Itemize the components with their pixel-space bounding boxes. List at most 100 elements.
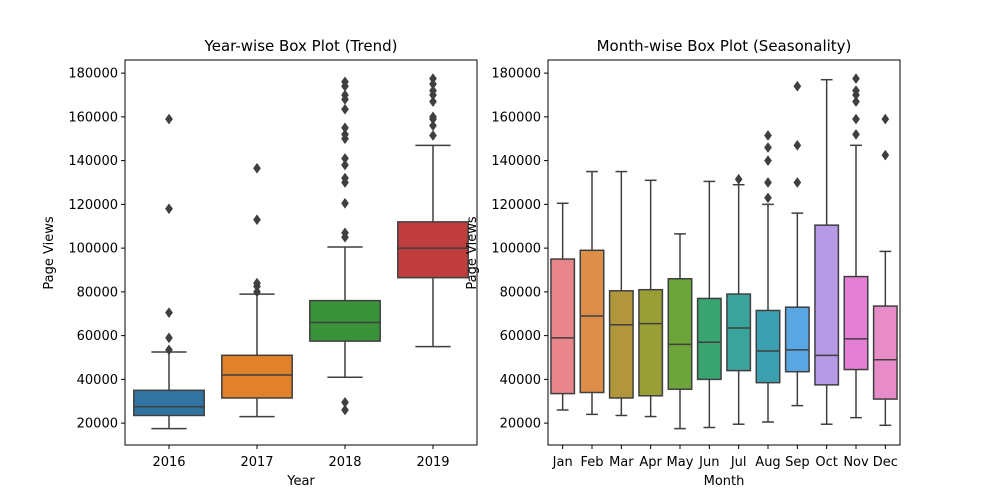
month-x-tick-label: Sep: [785, 455, 810, 470]
year-outlier-point: [253, 277, 261, 289]
year-x-tick-label: 2016: [152, 455, 185, 470]
month-x-tick-label: Jan: [552, 455, 573, 470]
month-outlier-point: [764, 177, 772, 188]
month-x-tick-label: Jul: [730, 455, 747, 470]
year-outlier-point: [341, 153, 349, 164]
year-outlier-point: [341, 159, 349, 171]
month-outlier-point: [734, 173, 743, 185]
month-panel-title: Month-wise Box Plot (Seasonality): [597, 37, 852, 55]
month-box: [814, 224, 840, 386]
month-box: [726, 293, 752, 372]
month-box: [696, 297, 722, 381]
year-box: [309, 299, 381, 342]
month-panel: Month-wise Box Plot (Seasonality) 20000 4…: [465, 37, 901, 489]
month-box: [667, 278, 693, 390]
year-panel-title: Year-wise Box Plot (Trend): [204, 37, 398, 55]
month-outlier-point: [764, 142, 772, 153]
month-outlier-point: [881, 113, 890, 125]
month-x-tick-label: Jun: [698, 455, 719, 470]
year-y-tick-label: 40000: [77, 373, 118, 388]
month-box: [872, 305, 898, 400]
month-plot-area: 20000 40000 60000 80000 100000 120000 140000 16…: [491, 67, 898, 470]
month-outlier-point: [764, 192, 772, 204]
month-y-tick-label: 60000: [500, 329, 541, 344]
year-outlier-point: [429, 85, 437, 97]
month-box: [579, 249, 605, 394]
month-outlier-point: [764, 130, 772, 141]
year-outlier-point: [165, 113, 173, 125]
month-box: [843, 275, 869, 371]
month-x-tick-label: Nov: [843, 455, 869, 470]
month-x-tick-label: Oct: [815, 455, 837, 470]
month-box: [550, 258, 576, 395]
month-y-tick-label: 20000: [500, 417, 541, 432]
year-x-tick-label: 2019: [416, 455, 449, 470]
year-outlier-point: [429, 78, 437, 90]
month-y-tick-label: 120000: [491, 198, 541, 213]
month-x-axis-label: Month: [704, 474, 745, 489]
month-outlier-point: [852, 113, 860, 125]
month-y-tick-label: 180000: [491, 67, 541, 82]
month-box: [608, 290, 634, 399]
month-x-tick-label: May: [667, 455, 694, 470]
month-box: [784, 306, 810, 373]
year-plot-area: 20000 40000 60000 80000 100000 120000 140000 16…: [68, 67, 469, 470]
year-outlier-point: [341, 122, 349, 134]
year-outlier-point: [165, 307, 173, 319]
month-x-tick-label: Dec: [873, 455, 898, 470]
month-outlier-point: [852, 96, 860, 107]
year-outlier-point: [429, 130, 437, 141]
year-box: [133, 389, 205, 417]
month-y-tick-label: 140000: [491, 154, 541, 169]
month-outlier-point: [881, 149, 890, 161]
year-panel: Year-wise Box Plot (Trend) 20000 40000 600…: [42, 37, 478, 489]
year-y-tick-label: 120000: [68, 198, 118, 213]
year-outlier-point: [341, 227, 349, 239]
year-outlier-point: [341, 89, 349, 101]
year-x-tick-label: 2017: [240, 455, 273, 470]
year-outlier-point: [165, 344, 173, 356]
month-outlier-point: [793, 80, 802, 92]
year-outlier-point: [341, 404, 349, 416]
year-outlier-point: [253, 286, 261, 298]
month-outlier-point: [793, 139, 802, 151]
year-y-tick-label: 100000: [68, 242, 118, 257]
year-y-tick-label: 180000: [68, 67, 118, 82]
year-outlier-point: [253, 214, 261, 226]
year-outlier-point: [429, 120, 437, 132]
year-y-tick-label: 80000: [77, 285, 118, 300]
month-outlier-point: [852, 85, 860, 97]
month-x-tick-label: Apr: [639, 455, 662, 470]
year-box: [221, 354, 293, 399]
year-outlier-point: [341, 396, 349, 408]
month-outlier-point: [793, 177, 802, 188]
month-y-tick-label: 100000: [491, 242, 541, 257]
year-outlier-point: [341, 76, 349, 88]
year-outlier-point: [341, 103, 349, 115]
month-y-tick-label: 80000: [500, 285, 541, 300]
month-outlier-point: [852, 73, 860, 85]
year-outlier-point: [165, 203, 173, 215]
year-y-tick-label: 140000: [68, 154, 118, 169]
year-outlier-point: [165, 332, 173, 344]
year-y-tick-label: 20000: [77, 417, 118, 432]
year-x-tick-label: 2018: [328, 455, 361, 470]
month-y-tick-label: 40000: [500, 373, 541, 388]
year-y-tick-label: 160000: [68, 110, 118, 125]
month-box: [755, 309, 781, 384]
year-outlier-point: [341, 128, 349, 140]
month-box: [638, 288, 664, 397]
year-outlier-point: [429, 111, 437, 123]
year-plot-frame: [124, 59, 478, 446]
month-y-tick-label: 160000: [491, 110, 541, 125]
month-x-tick-label: Mar: [609, 455, 634, 470]
month-x-tick-label: Aug: [755, 455, 780, 470]
year-y-axis-label: Page Views: [42, 216, 57, 289]
year-outlier-point: [341, 197, 349, 209]
month-x-tick-label: Feb: [580, 455, 603, 470]
year-outlier-point: [253, 162, 261, 174]
year-y-tick-label: 60000: [77, 329, 118, 344]
month-plot-frame: [547, 59, 901, 446]
year-outlier-point: [429, 96, 437, 107]
